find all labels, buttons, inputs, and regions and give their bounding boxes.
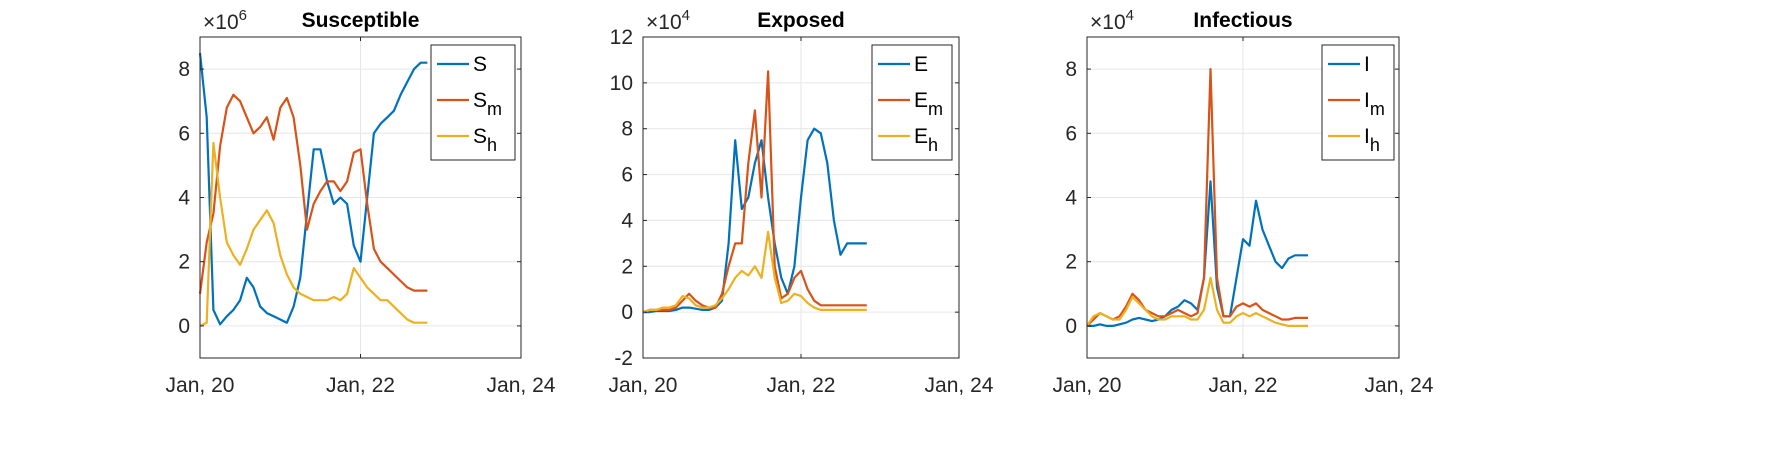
- x-tick-label: Jan, 24: [925, 374, 994, 397]
- series-line-e: [643, 127, 867, 314]
- y-tick-label: 0: [1065, 315, 1077, 338]
- x-tick-label: Jan, 22: [1209, 374, 1278, 397]
- y-exponent-power: 4: [1126, 7, 1134, 24]
- series-line-sh: [199, 141, 428, 327]
- legend-label-subscript: m: [1370, 99, 1385, 119]
- y-tick-label: 0: [178, 315, 190, 338]
- y-exponent-power: 4: [682, 7, 690, 24]
- y-tick-label: 12: [610, 26, 633, 49]
- y-tick-label: 2: [178, 251, 190, 274]
- y-tick-label: 8: [621, 118, 633, 141]
- panel-susceptible: Jan, 20 Jan, 22 Jan, 24 0 2 4 6 8 ×106 Susceptibl…: [166, 7, 556, 397]
- series-line-im: [1086, 68, 1308, 327]
- panel-exposed: Jan, 20 Jan, 22 Jan, 24 -2 0 2 4 6 8 10 12 ×104 Expo…: [609, 7, 994, 397]
- y-exponent-power: 6: [239, 7, 247, 24]
- x-tick-label: Jan, 24: [1365, 374, 1434, 397]
- y-exponent-label: ×104: [646, 7, 690, 34]
- legend-label-i: I: [1364, 53, 1370, 76]
- y-tick-label: 4: [1065, 187, 1077, 210]
- chart-title: Infectious: [1193, 9, 1292, 32]
- y-tick-label: 8: [178, 58, 190, 81]
- y-exponent-label: ×104: [1090, 7, 1134, 34]
- legend-label-subscript: h: [487, 135, 497, 155]
- x-tick-label: Jan, 22: [326, 374, 395, 397]
- y-tick-label: -2: [614, 347, 633, 370]
- legend-label-subscript: m: [928, 99, 943, 119]
- y-tick-label: 2: [1065, 251, 1077, 274]
- y-tick-label: 10: [610, 72, 633, 95]
- y-tick-label: 6: [621, 164, 633, 187]
- chart-title: Exposed: [757, 9, 845, 32]
- panel-infectious: Jan, 20 Jan, 22 Jan, 24 0 2 4 6 8 ×104 Infectious…: [1053, 7, 1434, 397]
- x-tick-label: Jan, 22: [767, 374, 836, 397]
- series-line-sm: [198, 93, 428, 294]
- legend-label-subscript: m: [487, 99, 502, 119]
- y-tick-label: 4: [178, 187, 190, 210]
- series-line-ih: [1086, 276, 1308, 327]
- y-tick-label: 6: [1065, 122, 1077, 145]
- y-exponent-label: ×106: [203, 7, 247, 34]
- x-tick-label: Jan, 20: [609, 374, 678, 397]
- y-tick-label: 0: [621, 301, 633, 324]
- series-line-em: [642, 70, 867, 314]
- legend-label-s: S: [473, 53, 487, 76]
- series-line-s: [198, 52, 428, 326]
- y-tick-label: 6: [178, 122, 190, 145]
- y-tick-label: 4: [621, 209, 633, 232]
- legend-label-subscript: h: [928, 135, 938, 155]
- x-tick-label: Jan, 20: [1053, 374, 1122, 397]
- chart-title: Susceptible: [302, 9, 420, 32]
- y-tick-label: 2: [621, 255, 633, 278]
- y-tick-label: 8: [1065, 58, 1077, 81]
- legend-label-subscript: h: [1370, 135, 1380, 155]
- x-tick-label: Jan, 20: [166, 374, 235, 397]
- legend-label-e: E: [914, 53, 928, 76]
- series-line-eh: [642, 230, 867, 314]
- x-tick-label: Jan, 24: [487, 374, 556, 397]
